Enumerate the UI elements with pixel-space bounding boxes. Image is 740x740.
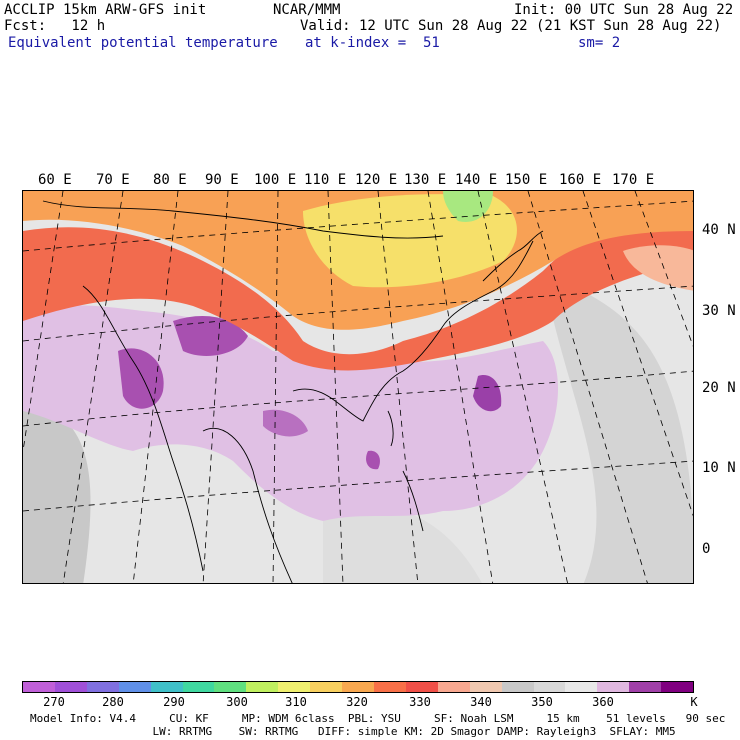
colorbar-swatch [118, 682, 151, 692]
colorbar-tick-label: 320 [346, 695, 368, 709]
lat-label: 40 N [702, 222, 736, 238]
lat-label: 0 [702, 541, 711, 557]
model-title: ACCLIP 15km ARW-GFS init [4, 2, 207, 18]
colorbar-swatch [246, 682, 279, 692]
colorbar-swatch [54, 682, 87, 692]
colorbar-swatch [373, 682, 406, 692]
colorbar-tick-label: 290 [163, 695, 185, 709]
colorbar-swatch [278, 682, 311, 692]
init-time: Init: 00 UTC Sun 28 Aug 22 [514, 2, 734, 18]
colorbar-tick-label: 280 [102, 695, 124, 709]
colorbar-tick-label: 330 [409, 695, 431, 709]
colorbar [22, 681, 694, 693]
colorbar-swatch [405, 682, 438, 692]
lon-label: 90 E [205, 172, 239, 188]
colorbar-swatch [150, 682, 183, 692]
level-label: at k-index = 51 [305, 35, 440, 51]
colorbar-swatch [469, 682, 502, 692]
model-physics: LW: RRTMG SW: RRTMG DIFF: simple KM: 2D … [126, 725, 676, 738]
model-info: Model Info: V4.4 CU: KF MP: WDM 6class P… [30, 712, 726, 725]
colorbar-tick-label: 270 [43, 695, 65, 709]
lat-label: 20 N [702, 380, 736, 396]
colorbar-swatch [597, 682, 630, 692]
map-panel [22, 190, 694, 584]
lat-label: 30 N [702, 303, 736, 319]
colorbar-swatch [661, 682, 694, 692]
colorbar-tick-label: 300 [226, 695, 248, 709]
organization-label: NCAR/MMM [273, 2, 341, 18]
colorbar-swatch [310, 682, 343, 692]
valid-time: Valid: 12 UTC Sun 28 Aug 22 (21 KST Sun … [300, 18, 722, 34]
lon-label: 140 E [455, 172, 498, 188]
lon-label: 150 E [505, 172, 548, 188]
colorbar-swatch [86, 682, 119, 692]
colorbar-swatch [437, 682, 470, 692]
colorbar-tick-label: 340 [470, 695, 492, 709]
colorbar-swatch [214, 682, 247, 692]
lon-label: 120 E [355, 172, 398, 188]
colorbar-tick-label: K [690, 695, 698, 709]
lon-label: 130 E [404, 172, 447, 188]
lon-label: 60 E [38, 172, 72, 188]
smoothing-label: sm= 2 [578, 35, 621, 51]
colorbar-tick-label: 360 [592, 695, 614, 709]
colorbar-swatch [533, 682, 566, 692]
field-name: Equivalent potential temperature [8, 35, 278, 51]
lon-label: 80 E [153, 172, 187, 188]
colorbar-tick-label: 350 [531, 695, 553, 709]
forecast-hour: Fcst: 12 h [4, 18, 106, 34]
lon-label: 70 E [96, 172, 130, 188]
lon-label: 160 E [559, 172, 602, 188]
colorbar-swatch [565, 682, 598, 692]
colorbar-swatch [182, 682, 215, 692]
colorbar-swatch [23, 682, 55, 692]
colorbar-swatch [501, 682, 534, 692]
lat-label: 10 N [702, 460, 736, 476]
lon-label: 110 E [304, 172, 347, 188]
lon-label: 170 E [612, 172, 655, 188]
colorbar-tick-label: 310 [285, 695, 307, 709]
theta-e-field [23, 191, 693, 583]
colorbar-swatch [342, 682, 374, 692]
colorbar-swatch [629, 682, 662, 692]
lon-label: 100 E [254, 172, 297, 188]
